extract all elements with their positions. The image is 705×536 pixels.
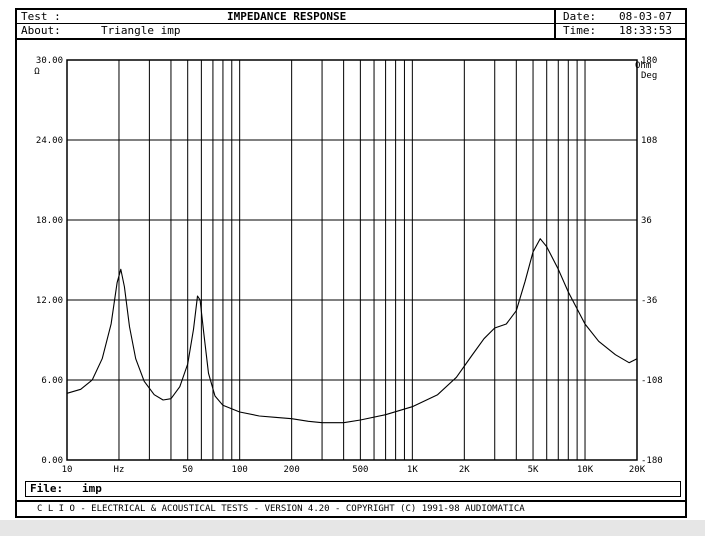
about-label: About:: [21, 24, 61, 37]
x-tick-label: 10: [62, 465, 73, 475]
right-tick-label: -180: [641, 456, 663, 466]
left-tick-label: 0.00: [41, 456, 63, 466]
x-tick-label: 500: [352, 465, 368, 475]
date-value: 08-03-07: [619, 10, 672, 23]
file-value: imp: [82, 482, 102, 495]
about-value: Triangle imp: [101, 24, 181, 37]
bottom-strip: [0, 520, 705, 536]
right-unit-bottom-label: Deg: [641, 71, 657, 81]
chart-window: Test : IMPEDANCE RESPONSE About: Triangl…: [15, 8, 687, 518]
header-divider: [17, 23, 554, 24]
header-panel: Test : IMPEDANCE RESPONSE About: Triangl…: [17, 10, 685, 40]
header-divider-right: [556, 23, 685, 24]
chart-title: IMPEDANCE RESPONSE: [227, 10, 347, 23]
left-tick-label: 24.00: [36, 136, 63, 146]
footer: C L I O - ELECTRICAL & ACOUSTICAL TESTS …: [17, 500, 685, 518]
right-tick-label: 108: [641, 136, 657, 146]
x-tick-label: 5K: [528, 465, 539, 475]
left-tick-label: 12.00: [36, 296, 63, 306]
x-tick-label: 200: [284, 465, 300, 475]
left-tick-label: 6.00: [41, 376, 63, 386]
time-value: 18:33:53: [619, 24, 672, 37]
time-label: Time:: [563, 24, 597, 37]
left-tick-label: 30.00: [36, 56, 63, 66]
right-tick-label: 36: [641, 216, 652, 226]
file-bar: File: imp: [25, 481, 681, 497]
curves: [66, 238, 638, 424]
x-tick-label: 1K: [407, 465, 418, 475]
left-unit-label: Ω: [34, 67, 40, 77]
impedance-chart: 0.00 6.00 12.00 18.00 24.00 30.00 -180 -108 -36 3…: [34, 56, 662, 475]
impedance-curve: [66, 238, 638, 424]
date-label: Date:: [563, 10, 597, 23]
test-label: Test :: [21, 10, 61, 23]
tick-labels: 0.00 6.00 12.00 18.00 24.00 30.00 -180 -108 -36 3…: [34, 56, 662, 475]
file-label: File:: [30, 482, 64, 495]
x-tick-label: 50: [182, 465, 193, 475]
grid: [66, 59, 638, 461]
x-tick-label: 20K: [629, 465, 646, 475]
header-separator: [554, 10, 556, 38]
right-tick-label: -108: [641, 376, 663, 386]
x-tick-label: Hz: [114, 465, 125, 475]
footer-text: C L I O - ELECTRICAL & ACOUSTICAL TESTS …: [37, 504, 525, 514]
x-tick-label: 100: [232, 465, 248, 475]
left-tick-label: 18.00: [36, 216, 63, 226]
right-tick-label: 180: [641, 56, 657, 66]
x-tick-label: 10K: [577, 465, 594, 475]
right-unit-top-label: Ohm: [635, 61, 651, 71]
plot-frame: [66, 59, 638, 461]
right-tick-label: -36: [641, 296, 657, 306]
x-tick-label: 2K: [459, 465, 470, 475]
